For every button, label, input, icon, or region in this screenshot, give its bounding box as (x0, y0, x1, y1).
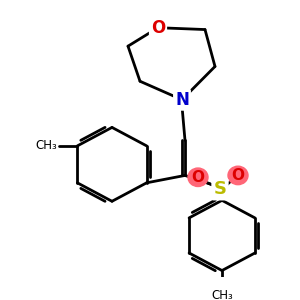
Text: S: S (214, 180, 226, 198)
Text: O: O (151, 19, 165, 37)
Text: O: O (191, 170, 205, 185)
Text: N: N (175, 91, 189, 109)
Text: CH₃: CH₃ (36, 140, 57, 152)
Text: CH₃: CH₃ (211, 289, 233, 300)
Circle shape (188, 168, 208, 187)
Text: O: O (232, 168, 244, 183)
Circle shape (228, 166, 248, 185)
